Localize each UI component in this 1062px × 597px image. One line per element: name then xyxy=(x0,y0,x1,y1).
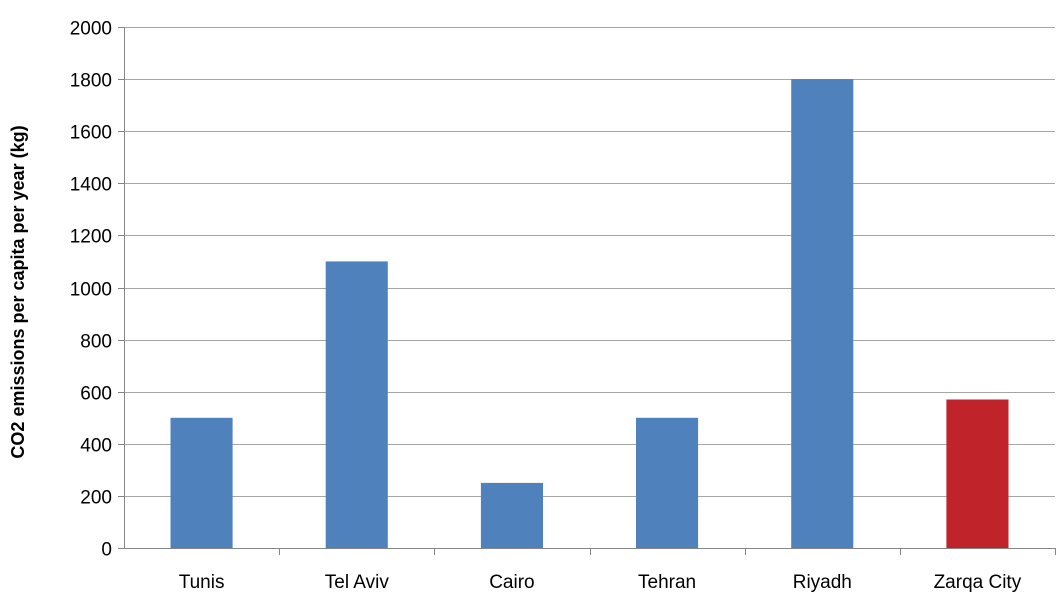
x-tick-labels: Tunis Tel Aviv Cairo Tehran Riyadh Zarqa City xyxy=(179,572,1022,593)
y-tick-label: 0 xyxy=(101,540,112,561)
bars xyxy=(170,79,1009,549)
y-axis-title: CO2 emissions per capita per year (kg) xyxy=(8,125,28,458)
x-tick-label: Tel Aviv xyxy=(325,572,390,592)
bar-cairo xyxy=(480,482,543,548)
bar-tehran xyxy=(636,417,699,549)
x-tick-label: Zarqa City xyxy=(934,572,1022,592)
x-tick-label: Riyadh xyxy=(793,572,852,592)
y-tick-label: 1200 xyxy=(70,227,112,248)
y-tick-label: 1000 xyxy=(70,280,112,301)
bar-riyadh xyxy=(791,79,854,548)
axes xyxy=(118,27,1056,555)
y-tick-label: 1400 xyxy=(70,175,112,196)
bar-zarqa-city xyxy=(946,399,1009,548)
y-tick-label: 400 xyxy=(80,436,112,457)
y-tick-label: 600 xyxy=(80,384,112,405)
gridlines xyxy=(124,27,1055,497)
bar-tel-aviv xyxy=(325,261,388,548)
y-tick-label: 2000 xyxy=(70,19,112,40)
y-tick-labels: 0 200 400 600 800 1000 1200 1400 1600 1800 2000 xyxy=(70,19,112,561)
x-tick-label: Tehran xyxy=(638,572,696,592)
y-tick-label: 800 xyxy=(80,332,112,353)
y-tick-label: 1600 xyxy=(70,123,112,144)
x-tick-label: Tunis xyxy=(179,572,225,592)
y-tick-label: 200 xyxy=(80,488,112,509)
bar-tunis xyxy=(170,417,233,549)
y-tick-label: 1800 xyxy=(70,71,112,92)
x-tick-label: Cairo xyxy=(489,572,534,592)
